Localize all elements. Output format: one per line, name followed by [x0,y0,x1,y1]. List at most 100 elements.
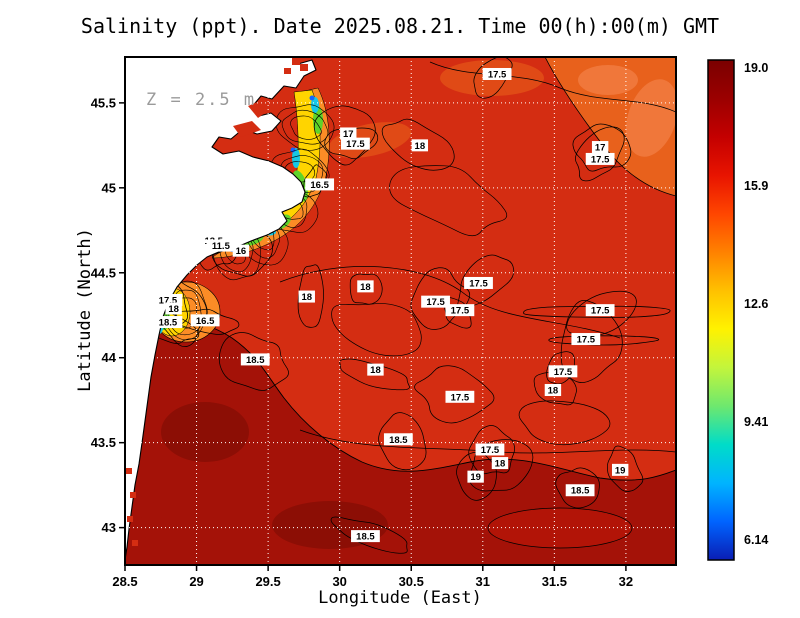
y-tick-label: 45.5 [91,95,116,110]
contour-label-box [190,314,220,327]
contour-label-box [206,239,236,252]
colorbar-tick-label: 15.9 [744,179,768,193]
dark-red-patch [487,507,633,549]
contour-label-box [445,390,475,403]
contour-label-box [357,280,374,293]
contour-label-box [411,139,429,152]
contour-label: 18 [168,304,179,315]
contour-label-box [298,290,315,303]
colorbar-gradient [707,59,735,561]
contour-label: 18 [548,386,559,397]
y-tick-label: 43 [102,520,116,535]
grid-lines [125,57,676,565]
contour-label-box [240,353,270,366]
contour-label: 17.5 [591,154,610,165]
x-axis-title: Longitude (East) [318,588,482,608]
contour-label-box [591,141,609,154]
contour-label: 17 [595,143,606,154]
contour-loop [546,351,575,385]
x-tick-label: 31 [476,574,490,589]
coast-cell [132,540,138,546]
contour-loop [281,109,329,145]
contour-loop [331,303,422,357]
contour-label-box [467,470,484,483]
y-tick-label: 44.5 [91,265,116,280]
colorbar-tick-label: 19.0 [744,61,768,75]
x-tick-label: 29 [189,574,203,589]
contour-label-box [165,302,182,315]
contour-loop [414,365,495,424]
contour-label: 18.5 [571,486,590,497]
contour-label-box [585,152,615,165]
orange-swirl [626,79,676,157]
contour-loop [313,105,376,166]
contour-loop [456,451,497,501]
colorbar-tick-label: 12.6 [744,297,768,311]
contour-label-box [565,484,595,497]
y-tick-label: 45 [102,180,116,195]
y-tick-label: 44 [102,350,117,365]
x-tick-label: 32 [619,574,633,589]
contour-loop [607,445,644,492]
coast-cell [127,516,133,522]
colorbar: 19.0 15.9 12.6 9.41 6.14 [707,59,768,561]
contour-label-box [340,127,357,140]
contour-label: 18 [370,365,381,376]
liman-inlet [233,121,261,137]
contour-loop [523,305,671,318]
contour-label-box [341,137,370,150]
contour-loop [473,57,513,99]
contour-loop [339,358,410,391]
contour-loop [555,467,600,509]
y-axis-title: Latitude (North) [75,228,95,392]
y-tick-label: 43.5 [91,435,116,450]
plume-green [313,106,323,134]
contour-label: 18 [301,292,312,303]
contour-label: 17.5 [346,139,365,150]
chart-title: Salinity (ppt). Date 2025.08.21. Time 00… [80,14,720,38]
coast-cell [284,68,291,74]
plume-cyan [311,97,319,113]
coast-cell [292,57,300,65]
contour-label: 16.5 [196,316,215,327]
contour-label: 18 [495,459,506,470]
contour-label-box [611,463,629,476]
contour-label-box [491,457,509,470]
contour-label: 11.5 [212,241,231,252]
coast-cell [300,64,308,71]
contour-label: 18.5 [246,355,265,366]
contour-loop [518,400,611,446]
contour-loop [575,126,625,182]
contour-label: 17.5 [577,335,596,346]
contour-label: 17.5 [159,295,178,306]
contour-loop [378,412,427,471]
plume-cyan [292,148,300,168]
contour-label-box [548,365,578,378]
x-tick-label: 28.5 [112,574,137,589]
contour-label: 17.5 [591,306,610,317]
contour-labels: 17.51717.5181717.516.513.511.516181817.5… [153,67,629,543]
contour-loop [468,425,515,475]
land-polygon [125,57,317,561]
contour-label: 19 [470,472,481,483]
contour-label: 17.5 [554,367,573,378]
contour-label-box [475,443,505,456]
contour-line [279,266,621,339]
contour-loop [560,300,623,383]
contour-label: 17.5 [481,445,500,456]
contour-loop [381,118,455,171]
contour-label: 16 [236,246,247,257]
contour-label: 17.5 [451,306,470,317]
contour-label: 17.5 [469,278,488,289]
coast-cell [126,468,132,474]
contour-label: 17.5 [426,297,445,308]
coast-cell [130,492,136,498]
plume-blue [290,147,296,153]
contour-label-box [445,304,475,317]
contour-label-box [482,67,512,80]
axes: 28.5 29 29.5 30 30.5 31 31.5 32 43 43.5 44 44.5 45 45… [91,56,677,589]
contour-label-box [585,304,615,317]
contour-loop [548,335,660,346]
